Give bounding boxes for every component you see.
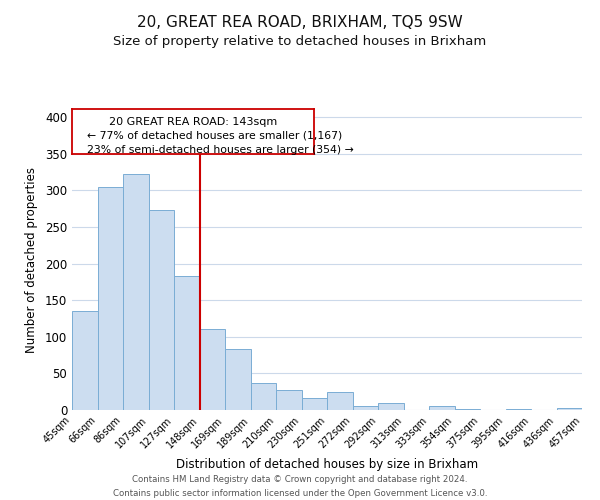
Text: 20 GREAT REA ROAD: 143sqm: 20 GREAT REA ROAD: 143sqm	[109, 116, 277, 126]
Bar	[199, 329, 225, 410]
Text: 23% of semi-detached houses are larger (354) →: 23% of semi-detached houses are larger (…	[86, 145, 353, 155]
Text: Contains HM Land Registry data © Crown copyright and database right 2024.
Contai: Contains HM Land Registry data © Crown c…	[113, 476, 487, 498]
Y-axis label: Number of detached properties: Number of detached properties	[25, 167, 38, 353]
Bar	[276, 390, 302, 410]
Bar	[302, 398, 327, 410]
X-axis label: Distribution of detached houses by size in Brixham: Distribution of detached houses by size …	[176, 458, 478, 471]
Bar	[557, 408, 582, 410]
Bar	[72, 311, 97, 410]
Bar	[505, 408, 531, 410]
Bar	[251, 383, 276, 410]
Bar	[429, 406, 455, 410]
Bar	[174, 276, 199, 410]
Bar	[123, 174, 149, 410]
Bar	[353, 406, 378, 410]
Text: ← 77% of detached houses are smaller (1,167): ← 77% of detached houses are smaller (1,…	[86, 130, 342, 140]
Bar	[327, 392, 353, 410]
Text: 20, GREAT REA ROAD, BRIXHAM, TQ5 9SW: 20, GREAT REA ROAD, BRIXHAM, TQ5 9SW	[137, 15, 463, 30]
Bar	[97, 187, 123, 410]
Bar	[378, 402, 404, 410]
Bar	[225, 350, 251, 410]
Text: Size of property relative to detached houses in Brixham: Size of property relative to detached ho…	[113, 35, 487, 48]
Bar	[149, 210, 174, 410]
